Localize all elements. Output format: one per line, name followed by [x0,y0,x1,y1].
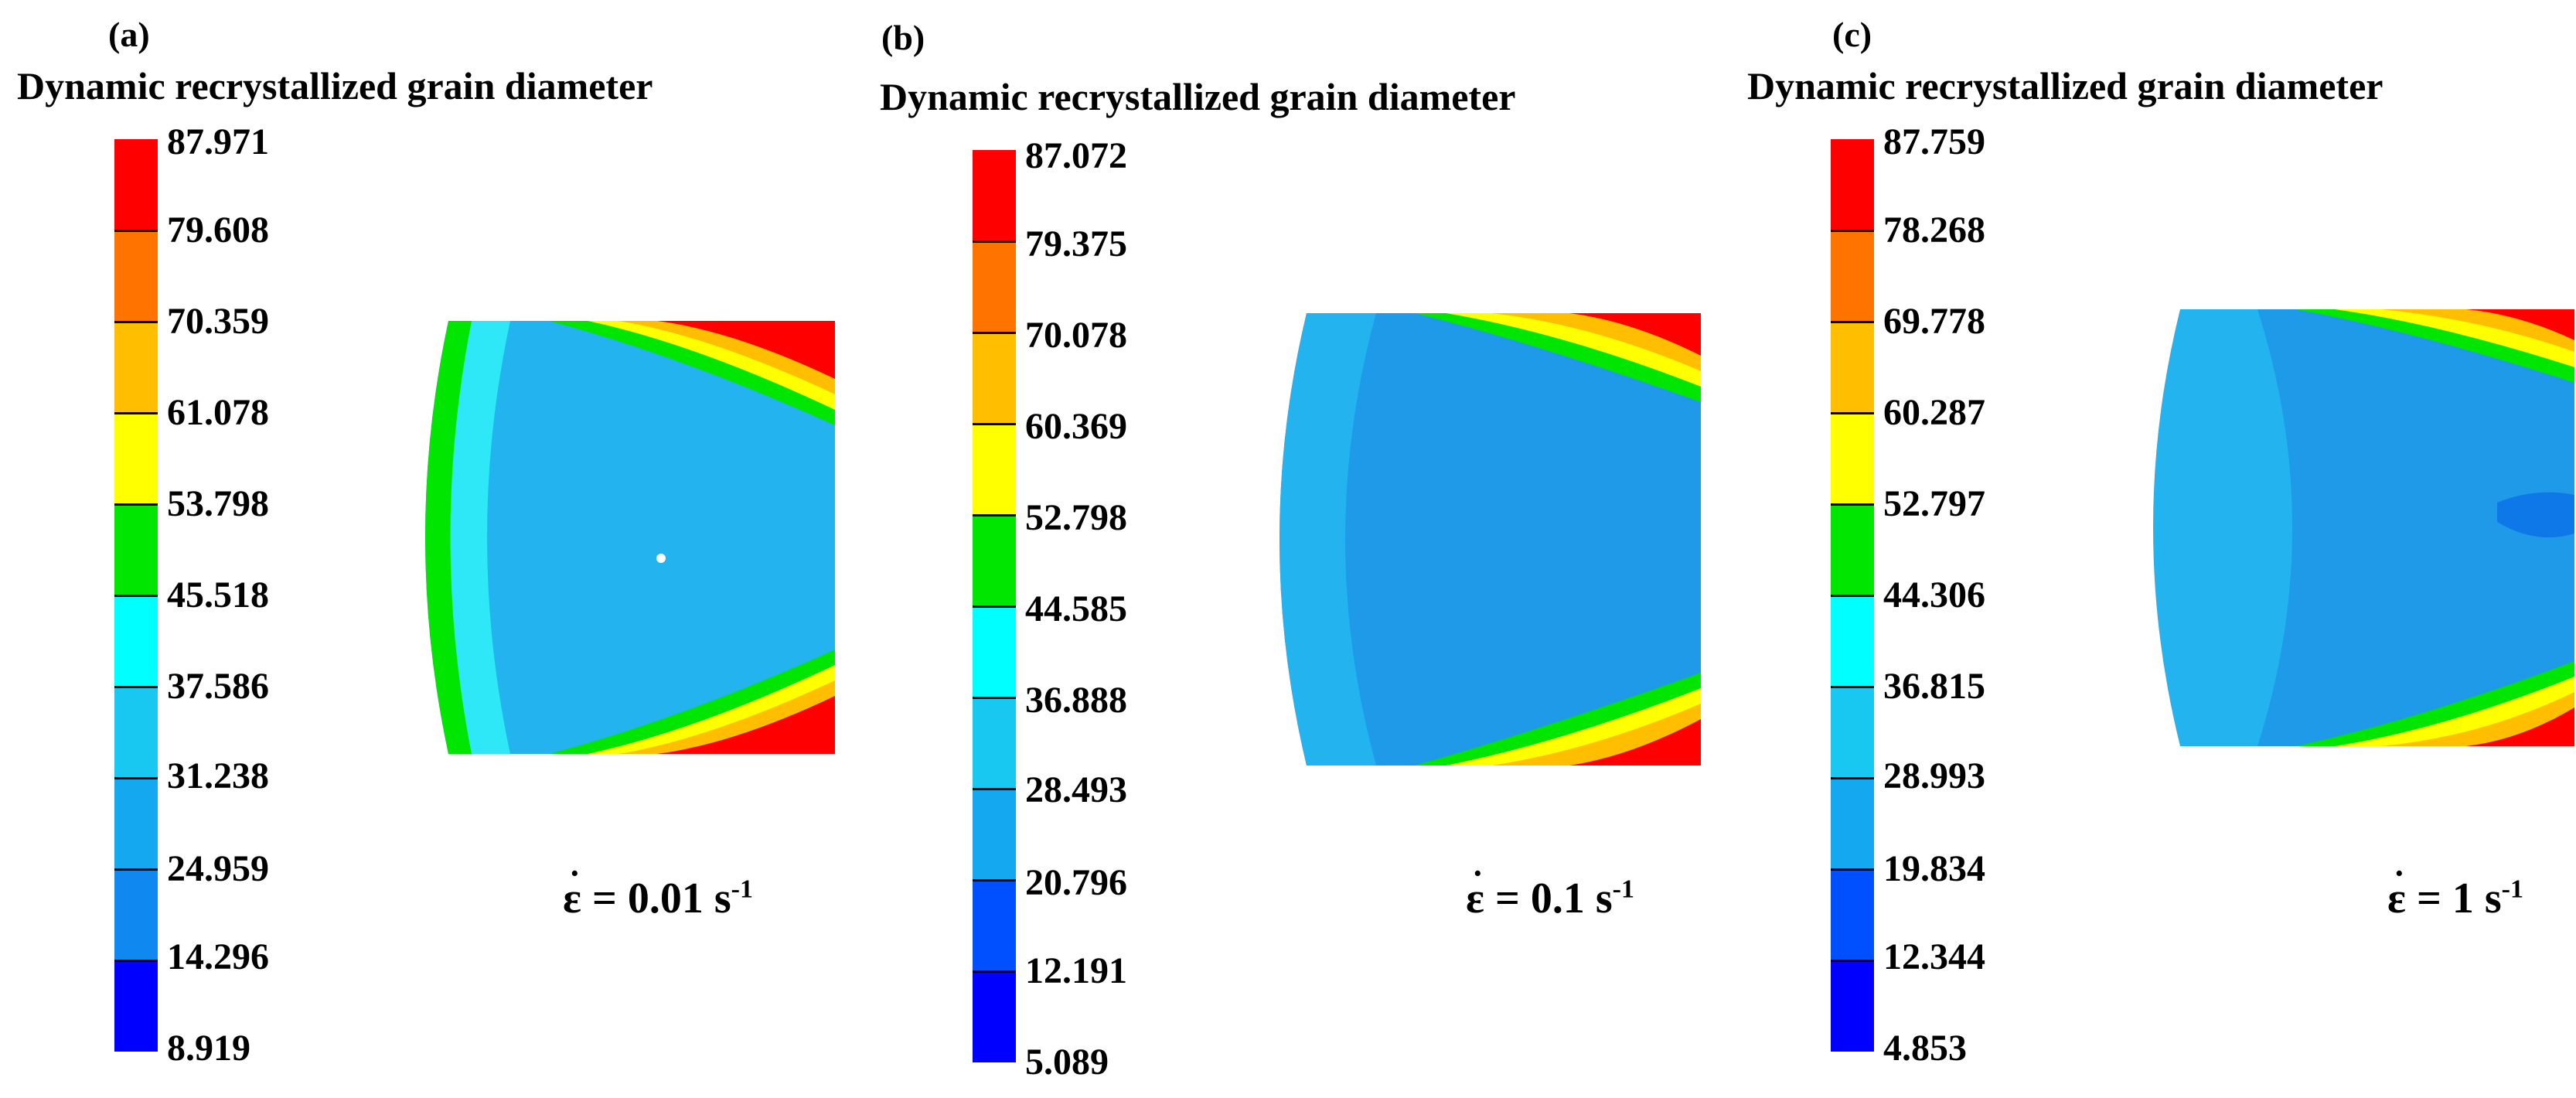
colorbar-segment [114,322,158,413]
colorbar-segment [114,687,158,778]
colorbar-segment [973,241,1016,332]
colorbar-title: Dynamic recrystallized grain diameter [17,64,653,107]
colorbar-segment [973,515,1016,606]
colorbar-segment [114,139,158,230]
colorbar-segment [1831,595,1874,687]
colorbar-segment [973,424,1016,515]
colorbar-tick: 37.586 [167,666,269,707]
panel-label: (c) [1832,15,1872,54]
colorbar-tick: 79.375 [1025,223,1127,264]
colorbar-segment [973,606,1016,697]
colorbar-tick: 78.268 [1883,210,1985,251]
strain-rate-label: · ε = 0.01 s-1 [563,854,753,922]
colorbar-segment [1831,413,1874,504]
colorbar-title: Dynamic recrystallized grain diameter [880,75,1516,118]
colorbar [114,139,158,1052]
colorbar-tick: 87.971 [167,121,269,162]
colorbar-tick: 12.344 [1883,936,1985,977]
colorbar-tick: 5.089 [1025,1042,1109,1083]
colorbar-segment [973,697,1016,789]
colorbar-tick: 36.815 [1883,666,1985,707]
colorbar-tick: 28.493 [1025,769,1127,810]
colorbar-segment [1831,504,1874,595]
colorbar-segment [114,413,158,504]
colorbar [973,150,1016,1062]
contour-field [2153,309,2574,746]
colorbar-segment [973,332,1016,424]
colorbar-tick: 12.191 [1025,950,1127,991]
strain-rate-label: · ε = 0.1 s-1 [1466,854,1634,922]
colorbar-tick: 36.888 [1025,680,1127,721]
colorbar-tick: 4.853 [1883,1028,1967,1069]
colorbar-segment [114,778,158,869]
contour-field [425,321,835,754]
colorbar-segment [114,230,158,322]
colorbar-tick: 60.369 [1025,406,1127,447]
colorbar-segment [1831,687,1874,778]
colorbar-tick: 87.072 [1025,135,1127,176]
panel-label: (a) [108,15,150,54]
colorbar-segment [973,880,1016,971]
colorbar-segment [1831,139,1874,230]
colorbar-segment [973,971,1016,1062]
colorbar-tick: 14.296 [167,936,269,977]
colorbar-tick: 52.798 [1025,497,1127,538]
colorbar-tick: 28.993 [1883,755,1985,796]
colorbar-tick: 70.078 [1025,315,1127,356]
colorbar-segment [114,504,158,595]
colorbar-segment [1831,322,1874,413]
colorbar-tick: 79.608 [167,210,269,251]
colorbar-segment [973,150,1016,241]
colorbar-tick: 70.359 [167,301,269,342]
colorbar-tick: 24.959 [167,848,269,889]
colorbar-tick: 20.796 [1025,862,1127,903]
panel-a: (a) Dynamic recrystallized grain diamete… [0,0,858,1098]
colorbar-tick: 60.287 [1883,392,1985,433]
strain-rate-label: · ε = 1 s-1 [2387,854,2523,922]
colorbar-tick: 45.518 [167,575,269,615]
colorbar-title: Dynamic recrystallized grain diameter [1747,64,2383,107]
colorbar-segment [1831,778,1874,869]
panel-label: (b) [881,18,925,57]
colorbar-tick: 31.238 [167,755,269,796]
colorbar [1831,139,1874,1052]
colorbar-segment [1831,960,1874,1052]
colorbar-tick: 44.585 [1025,588,1127,629]
colorbar-segment [114,869,158,960]
colorbar-tick: 44.306 [1883,575,1985,615]
colorbar-segment [973,789,1016,880]
colorbar-tick: 53.798 [167,483,269,524]
colorbar-tick: 8.919 [167,1028,250,1069]
colorbar-tick: 87.759 [1883,121,1985,162]
colorbar-segment [114,595,158,687]
panel-b: (b) Dynamic recrystallized grain diamete… [858,0,1716,1098]
panel-c: (c) Dynamic recrystallized grain diamete… [1716,0,2574,1098]
colorbar-tick: 69.778 [1883,301,1985,342]
colorbar-segment [114,960,158,1052]
colorbar-tick: 61.078 [167,392,269,433]
colorbar-tick: 52.797 [1883,483,1985,524]
colorbar-tick: 19.834 [1883,848,1985,889]
colorbar-segment [1831,230,1874,322]
contour-field [1279,313,1701,766]
colorbar-segment [1831,869,1874,960]
